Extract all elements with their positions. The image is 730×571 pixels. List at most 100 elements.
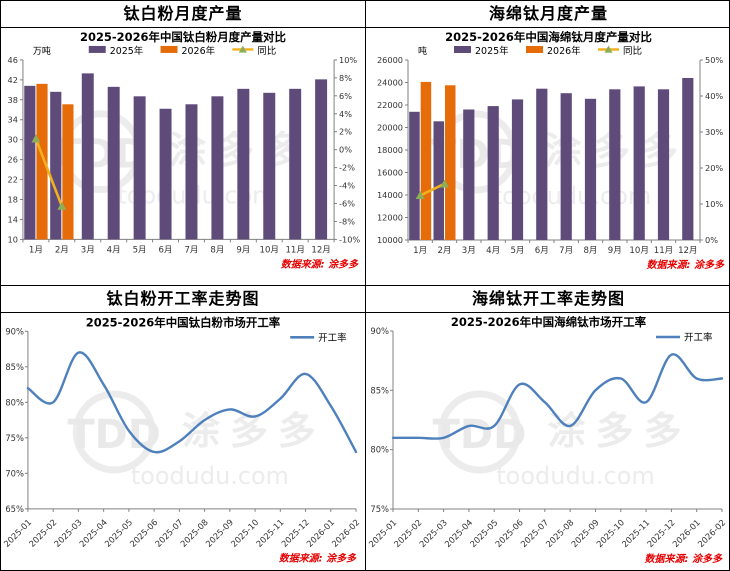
bar bbox=[682, 78, 694, 240]
bars-2025 bbox=[409, 78, 694, 241]
y-right-tick-label: 30% bbox=[705, 127, 723, 137]
chart-subtitle: 2025-2026年中国钛白粉月度产量对比 bbox=[80, 30, 286, 44]
x-tick-label: 12月 bbox=[678, 245, 698, 256]
bar bbox=[445, 85, 456, 240]
legend: 2025年 2026年 同比 bbox=[454, 45, 642, 57]
yoy-line bbox=[31, 134, 67, 210]
y-right-tick-label: 10% bbox=[339, 55, 357, 65]
y-left-tick-label: 30 bbox=[8, 135, 18, 145]
y-left-tick-label: 34 bbox=[8, 115, 18, 125]
axes bbox=[19, 59, 338, 243]
bar bbox=[185, 104, 198, 240]
y-left-tick-label: 42 bbox=[8, 75, 18, 85]
bar bbox=[420, 81, 432, 241]
x-tick-label: 7月 bbox=[559, 245, 573, 256]
watermark-logo: TDD bbox=[429, 132, 523, 178]
bar bbox=[62, 104, 74, 240]
legend: 开工率 bbox=[656, 332, 713, 344]
bars-2025 bbox=[24, 73, 328, 240]
x-tick-label: 2月 bbox=[437, 245, 451, 256]
legend-label-2025: 2025年 bbox=[110, 45, 144, 57]
yoy-marker-triangle bbox=[57, 201, 67, 210]
trend-line bbox=[26, 351, 358, 454]
y-right-tick-label: 20% bbox=[705, 163, 723, 173]
x-tick-label: 7月 bbox=[184, 244, 198, 255]
x-tick-label: 1月 bbox=[413, 245, 427, 256]
yoy-marker-triangle bbox=[415, 190, 425, 199]
y-tick-label: 85% bbox=[370, 385, 389, 395]
x-tick-label: 8月 bbox=[210, 244, 224, 255]
legend-label-yoy: 同比 bbox=[623, 45, 642, 57]
yoy-line bbox=[415, 179, 449, 199]
bar bbox=[211, 96, 224, 240]
y-left-tick-label: 26000 bbox=[377, 55, 403, 65]
x-tick-label: 4月 bbox=[107, 244, 121, 255]
bar bbox=[609, 89, 621, 241]
bars-2026 bbox=[36, 83, 74, 240]
source-label: 数据来源: 涂多多 bbox=[279, 553, 357, 565]
bar bbox=[633, 86, 645, 241]
source-label: 数据来源: 涂多多 bbox=[647, 259, 725, 271]
legend-label-yoy: 同比 bbox=[257, 45, 276, 57]
axis-unit-label: 万吨 bbox=[33, 45, 51, 57]
y-right-tick-label: 4% bbox=[339, 109, 352, 119]
y-right-tick-label: 6% bbox=[339, 91, 352, 101]
bar bbox=[536, 88, 548, 240]
x-tick-label: 6月 bbox=[159, 244, 173, 255]
y-left-tick-label: 22000 bbox=[377, 100, 403, 110]
legend-swatch-2025 bbox=[88, 45, 106, 53]
x-tick-label: 5月 bbox=[510, 245, 524, 256]
bar bbox=[657, 89, 670, 241]
y-left-tick-label: 14 bbox=[8, 214, 18, 224]
axis-unit-label: 吨 bbox=[418, 45, 427, 57]
bar bbox=[409, 111, 420, 241]
bar bbox=[289, 88, 302, 240]
watermark-brand: 涂多多 bbox=[547, 409, 691, 453]
source-label: 数据来源: 涂多多 bbox=[645, 553, 723, 565]
x-tick-label: 2026-02 bbox=[330, 517, 362, 549]
y-tick-label: 90% bbox=[5, 326, 24, 336]
chart-subtitle: 2025-2026年中国海绵钛月度产量对比 bbox=[445, 30, 652, 44]
bar bbox=[133, 96, 146, 240]
sponge-production-chart: TDD涂多多toodudu.com2025-2026年中国海绵钛月度产量对比20… bbox=[366, 28, 729, 285]
legend: 开工率 bbox=[290, 332, 347, 344]
legend-swatch-2026 bbox=[526, 46, 543, 53]
yoy-marker-triangle bbox=[31, 134, 41, 143]
legend-swatch-2025 bbox=[454, 46, 471, 53]
x-tick-label: 8月 bbox=[583, 245, 597, 256]
panel-sponge-production: 海绵钛月度产量 TDD涂多多toodudu.com2025-2026年中国海绵钛… bbox=[366, 1, 729, 286]
x-tick-label: 9月 bbox=[608, 245, 622, 256]
watermark-logo: TDD bbox=[67, 412, 160, 458]
x-tick-label: 3月 bbox=[81, 244, 95, 255]
y-tick-label: 75% bbox=[5, 433, 24, 443]
legend-label-line: 开工率 bbox=[684, 332, 713, 344]
y-left-tick-label: 46 bbox=[8, 55, 18, 65]
y-right-tick-label: 40% bbox=[705, 91, 723, 101]
bar bbox=[24, 85, 36, 240]
panel-tio2-production: 钛白粉月度产量 TDD涂多多toodudu.com2025-2026年中国钛白粉… bbox=[1, 1, 366, 286]
x-tick-label: 11月 bbox=[654, 245, 674, 256]
watermark-domain: toodudu.com bbox=[131, 462, 289, 490]
legend-label-2026: 2026年 bbox=[182, 45, 216, 57]
bar bbox=[36, 83, 48, 240]
y-left-tick-label: 38 bbox=[8, 95, 18, 105]
x-tick-label: 12月 bbox=[311, 244, 330, 255]
y-left-tick-label: 16000 bbox=[377, 168, 403, 178]
bar bbox=[263, 92, 276, 240]
yoy-marker-triangle bbox=[238, 45, 247, 53]
y-right-tick-label: 2% bbox=[339, 127, 352, 137]
legend-label-line: 开工率 bbox=[318, 332, 346, 344]
y-right-tick-label: 0% bbox=[339, 145, 352, 155]
panel-tio2-operating-rate: 钛白粉开工率走势图 TDD 涂多多 toodudu.com 2025-2026年中国钛… bbox=[1, 286, 366, 570]
y-tick-label: 90% bbox=[370, 326, 389, 336]
y-tick-label: 65% bbox=[5, 504, 24, 514]
x-tick-label: 2月 bbox=[55, 244, 69, 255]
y-left-tick-label: 10000 bbox=[377, 235, 403, 245]
chart-subtitle: 2025-2026年中国钛白粉市场开工率 bbox=[86, 315, 281, 329]
bar bbox=[511, 99, 524, 241]
chart-svg: TDD涂多多toodudu.com2025-2026年中国钛白粉月度产量对比20… bbox=[8, 30, 361, 270]
